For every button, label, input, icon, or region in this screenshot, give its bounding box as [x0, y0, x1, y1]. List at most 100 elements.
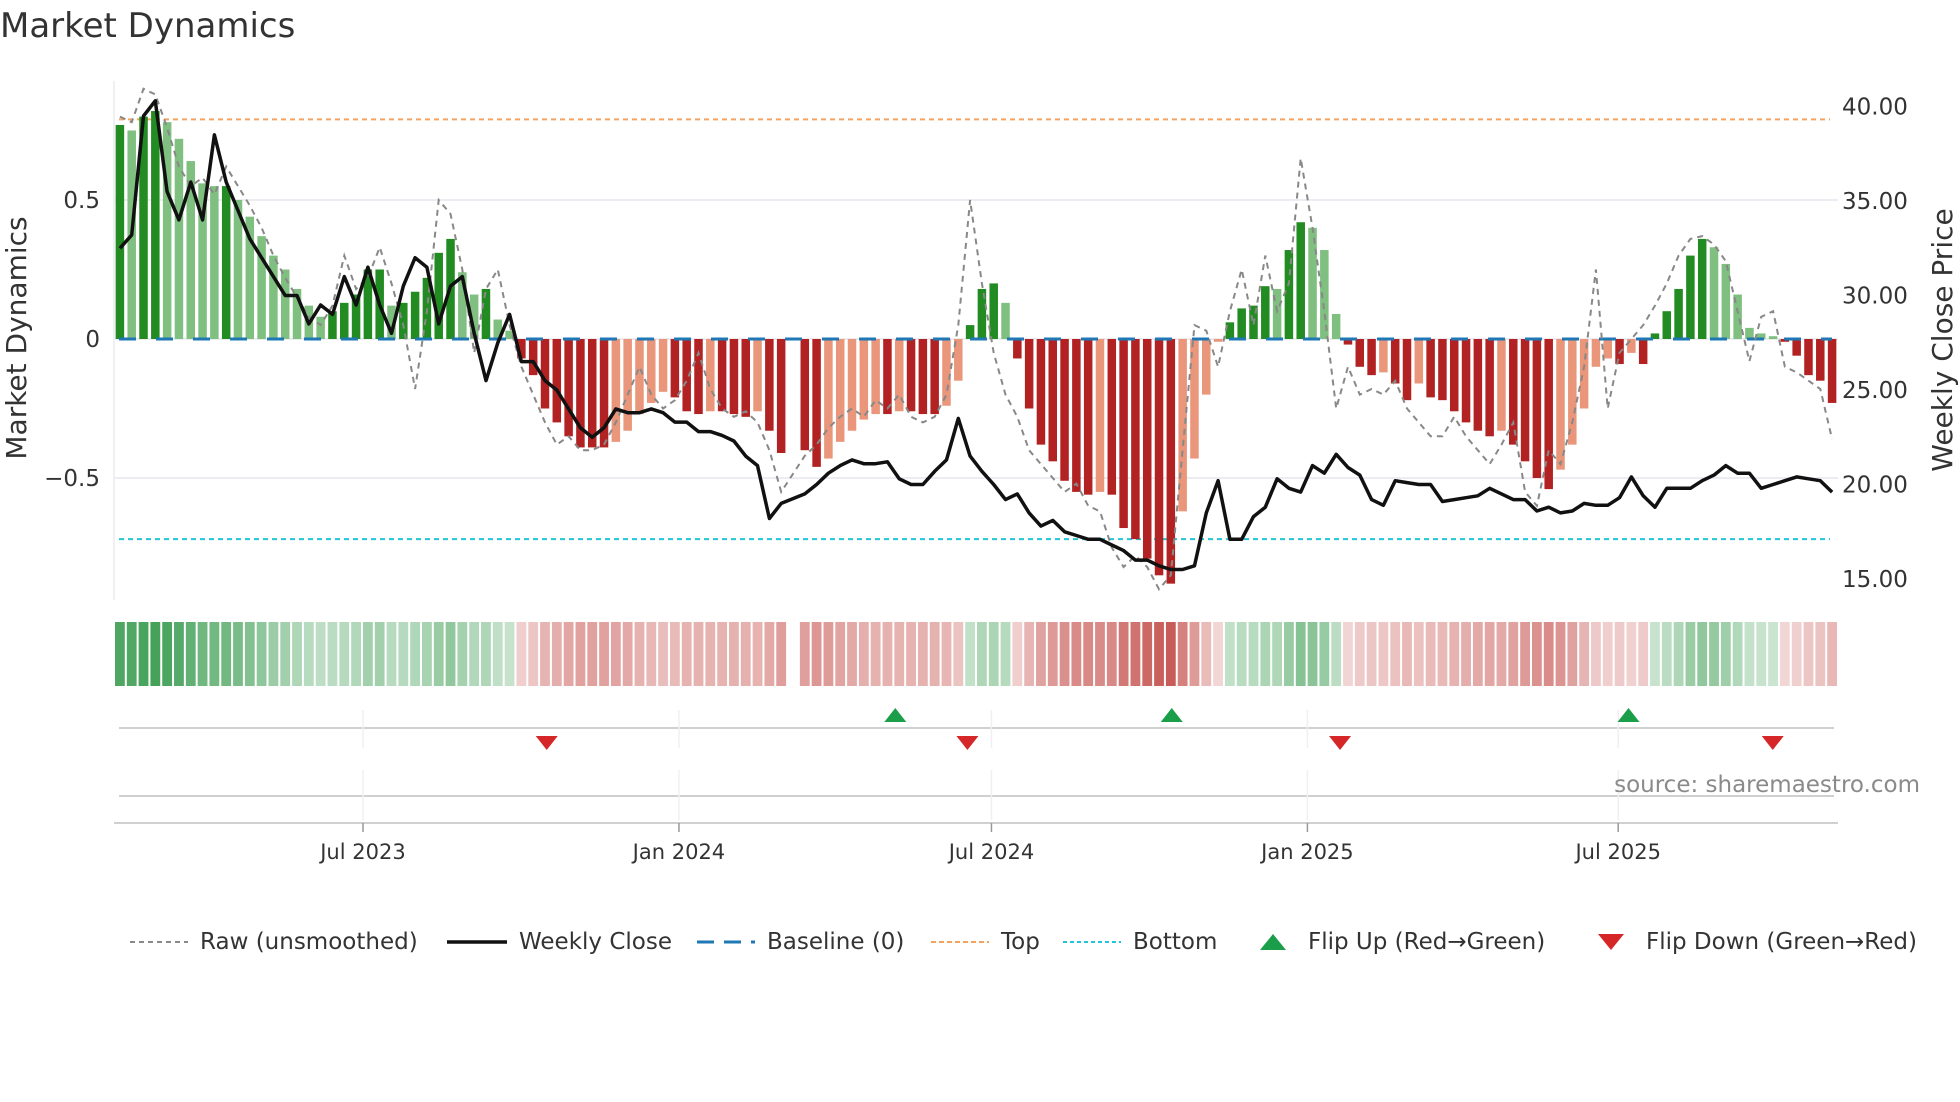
heat-strip-cell — [115, 622, 125, 686]
dynamics-bar — [883, 339, 892, 415]
heat-strip-cell — [870, 622, 881, 686]
raw-series-line — [119, 87, 1834, 591]
x-tick-label: Jan 2025 — [1259, 840, 1354, 864]
dynamics-bar — [1237, 308, 1246, 339]
dynamics-bar — [800, 339, 810, 451]
dynamics-bar — [1591, 339, 1601, 367]
dynamics-bar — [162, 122, 172, 339]
dynamics-bar — [587, 339, 597, 448]
heat-strip-cell — [126, 622, 137, 686]
heat-strip-cell — [1189, 622, 1200, 686]
heat-strip-cell — [1437, 622, 1448, 686]
legend-baseline-line-icon — [697, 940, 755, 944]
dynamics-bar — [918, 339, 928, 415]
triangle-down-icon — [1598, 934, 1624, 950]
dynamics-bar — [269, 255, 278, 339]
heat-strip-cell — [1614, 622, 1625, 686]
heat-strip-cell — [280, 622, 291, 686]
heat-strip-cell — [1307, 622, 1318, 686]
dynamics-bar — [1296, 222, 1305, 339]
legend-label: Top — [1001, 929, 1040, 955]
heat-strip-cell — [1000, 622, 1011, 686]
heat-strip-cell — [386, 622, 397, 686]
dynamics-bar — [599, 339, 609, 448]
heat-strip-cell — [433, 622, 444, 686]
heat-strip-cell — [528, 622, 539, 686]
heat-strip-cell — [906, 622, 916, 686]
legend-close-line-icon — [447, 940, 507, 944]
heat-strip-cell — [1555, 622, 1566, 686]
dynamics-bar — [1827, 339, 1837, 403]
heat-strip-cell — [563, 622, 574, 686]
heat-strip-cell — [941, 622, 952, 686]
dynamics-bar — [977, 288, 987, 339]
heat-strip-cell — [221, 622, 232, 686]
dynamics-bar — [280, 269, 290, 339]
dynamics-bar — [729, 339, 739, 415]
dynamics-bar — [1461, 339, 1471, 423]
dynamics-bar — [1473, 339, 1483, 431]
dynamics-bar — [1202, 339, 1211, 395]
dynamics-bar — [894, 339, 904, 412]
dynamics-bar — [115, 124, 125, 339]
dynamics-bar — [458, 272, 467, 339]
dynamics-bar — [552, 339, 562, 423]
x-tick-label: Jul 2023 — [318, 840, 405, 864]
heat-strip-cell — [351, 622, 361, 686]
y2-tick-label: 35.00 — [1842, 189, 1908, 215]
dynamics-bar — [1745, 327, 1754, 339]
x-tick-label: Jul 2025 — [1573, 840, 1660, 864]
heat-strip-cell — [1130, 622, 1141, 686]
heat-strip-cell — [1047, 622, 1058, 686]
dynamics-bar — [481, 288, 491, 339]
heat-strip-cell — [1531, 622, 1542, 686]
flip-down-marker — [1761, 736, 1784, 750]
dynamics-bar — [835, 339, 845, 442]
heat-strip-cell — [823, 622, 834, 686]
heat-strip-cell — [469, 622, 480, 686]
dynamics-bar — [906, 339, 916, 412]
dynamics-bar — [351, 294, 361, 339]
heat-strip-cell — [1165, 622, 1176, 686]
heat-strip-cell — [1331, 622, 1342, 686]
heat-strip-cell — [847, 622, 857, 686]
heat-strip-cell — [1154, 622, 1164, 686]
dynamics-bar — [221, 186, 231, 339]
dynamics-bar — [1331, 313, 1341, 339]
legend-label: Weekly Close — [519, 929, 672, 955]
dynamics-bar — [1426, 339, 1435, 398]
legend-top-line-icon — [931, 941, 989, 943]
dynamics-bar — [776, 339, 786, 453]
heat-strip-cell — [1319, 622, 1330, 686]
dynamics-bar — [753, 339, 762, 412]
heat-strip-cell — [1224, 622, 1235, 686]
heat-strip-cell — [1284, 622, 1294, 686]
heat-strip-cell — [669, 622, 680, 686]
heat-strip-cell — [764, 622, 775, 686]
heat-strip-cell — [1768, 622, 1778, 686]
heat-strip-cell — [610, 622, 621, 686]
heat-strip-cell — [315, 622, 326, 686]
dynamics-bar — [1402, 339, 1412, 401]
dynamics-bar — [1107, 339, 1117, 495]
heat-strip-cell — [1366, 622, 1377, 686]
legend-label: Baseline (0) — [767, 929, 905, 955]
heat-strip-cell — [622, 622, 633, 686]
dynamics-bar — [1166, 339, 1176, 584]
heat-strip-cell — [1413, 622, 1424, 686]
dynamics-bar — [1756, 333, 1766, 339]
heat-strip-cell — [303, 622, 314, 686]
dynamics-bar — [340, 302, 349, 339]
dynamics-bar — [1048, 339, 1058, 462]
heat-strip-cell — [1354, 622, 1365, 686]
dynamics-bar — [1709, 247, 1719, 339]
dynamics-bar — [1816, 339, 1825, 381]
dynamics-bar — [1662, 311, 1672, 339]
dynamics-bar — [564, 339, 573, 437]
weekly-close-line — [118, 99, 1834, 572]
heat-strip-cell — [1343, 622, 1353, 686]
heat-strip-cell — [1272, 622, 1283, 686]
heat-strip-cell — [540, 622, 550, 686]
dynamics-bar — [1497, 339, 1506, 431]
